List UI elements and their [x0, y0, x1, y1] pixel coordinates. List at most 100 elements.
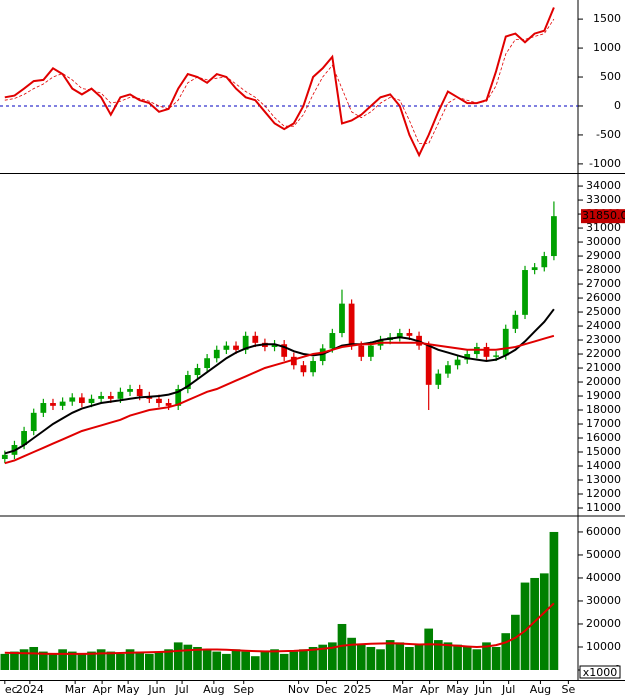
- y-tick-label: 24000: [586, 319, 621, 332]
- volume-bar: [443, 642, 453, 670]
- volume-bar: [10, 651, 19, 670]
- volume-bar: [328, 642, 337, 670]
- volume-bar: [125, 649, 135, 670]
- candle-body: [396, 333, 403, 338]
- y-tick-label: 1000: [593, 41, 621, 54]
- y-tick-label: 40000: [586, 571, 621, 584]
- y-tick-label: 14000: [586, 459, 621, 472]
- candle-body: [204, 358, 211, 369]
- volume-bar: [231, 649, 241, 670]
- volume-bar: [87, 651, 96, 670]
- volume-bar: [144, 653, 154, 670]
- candle-body: [252, 335, 259, 343]
- candle-body: [502, 328, 509, 356]
- volume-bar: [222, 653, 231, 670]
- volume-bar: [29, 646, 39, 670]
- volume-bar: [19, 649, 29, 670]
- candle-body: [522, 270, 528, 315]
- candle-body: [1, 454, 8, 460]
- x-tick-label: 2025: [343, 683, 371, 696]
- candle-body: [223, 345, 230, 350]
- y-tick-label: 12000: [586, 487, 621, 500]
- candle-body: [348, 303, 355, 346]
- volume-bar: [0, 653, 10, 670]
- x-tick-label: Se: [561, 683, 575, 696]
- candle-body: [493, 355, 500, 357]
- y-tick-label: 19000: [586, 389, 621, 402]
- x-tick-label: Mar: [392, 683, 413, 696]
- candle-body: [88, 398, 95, 404]
- x-tick-label: May: [446, 683, 469, 696]
- y-tick-label: 17000: [586, 417, 621, 430]
- candle-body: [194, 368, 201, 376]
- candle-body: [184, 375, 191, 390]
- y-tick-label: 16000: [586, 431, 621, 444]
- volume-bar: [405, 646, 414, 670]
- candle-body: [156, 398, 162, 404]
- candle-body: [531, 267, 538, 271]
- candle-body: [339, 303, 345, 334]
- volume-bar: [39, 651, 48, 670]
- last-price-box: [581, 209, 625, 224]
- volume-bar: [511, 614, 520, 670]
- candle-body: [117, 391, 124, 399]
- volume-bar: [279, 653, 289, 670]
- candle-body: [310, 361, 316, 373]
- candle-body: [445, 365, 451, 374]
- candle-body: [435, 373, 442, 385]
- volume-bar: [164, 649, 173, 670]
- volume-bar: [347, 637, 356, 670]
- x-tick-label: Jun: [147, 683, 165, 696]
- y-tick-label: 18000: [586, 403, 621, 416]
- candle-body: [300, 365, 307, 373]
- y-tick-label: 28000: [586, 263, 621, 276]
- volume-bar: [58, 649, 67, 670]
- candle-body: [483, 347, 490, 357]
- volume-bar: [154, 651, 164, 670]
- volume-bar: [116, 653, 125, 670]
- volume-bar: [193, 646, 202, 670]
- candle-body: [406, 333, 413, 336]
- x-tick-label: Aug: [530, 683, 551, 696]
- y-tick-label: 0: [614, 99, 621, 112]
- y-tick-label: 11000: [586, 501, 621, 514]
- volume-bar: [106, 651, 116, 670]
- candle-body: [512, 314, 519, 329]
- volume-bar: [337, 623, 347, 670]
- volume-bar: [501, 633, 511, 670]
- x-tick-label: May: [117, 683, 140, 696]
- y-tick-label: 29000: [586, 249, 621, 262]
- volume-bar: [241, 651, 250, 670]
- candle-body: [358, 345, 365, 357]
- candle-body: [541, 256, 548, 268]
- y-tick-label: -1000: [589, 157, 621, 170]
- y-tick-label: 20000: [586, 617, 621, 630]
- y-tick-label: -500: [596, 128, 621, 141]
- y-tick-label: 31000: [586, 221, 621, 234]
- volume-bar: [260, 651, 270, 670]
- volume-bar: [48, 653, 58, 670]
- candle-body: [98, 396, 105, 399]
- volume-bar: [250, 656, 260, 670]
- candle-body: [425, 345, 432, 385]
- y-tick-label: 34000: [586, 179, 621, 192]
- x-tick-label: Nov: [288, 683, 310, 696]
- unit-box: [579, 665, 621, 679]
- y-tick-label: 50000: [586, 548, 621, 561]
- candle-body: [233, 345, 239, 350]
- x-tick-label: Jun: [474, 683, 492, 696]
- y-tick-label: 15000: [586, 445, 621, 458]
- volume-bar: [376, 649, 385, 670]
- candle-body: [454, 359, 461, 366]
- candle-body: [165, 403, 172, 406]
- y-tick-label: 23000: [586, 333, 621, 346]
- volume-bar: [491, 646, 501, 670]
- x-tick-label: Aug: [203, 683, 224, 696]
- y-tick-label: 33000: [586, 193, 621, 206]
- volume-bar: [433, 640, 443, 670]
- volume-bar: [414, 644, 424, 670]
- volume-bar: [289, 651, 299, 670]
- candle-body: [551, 216, 557, 257]
